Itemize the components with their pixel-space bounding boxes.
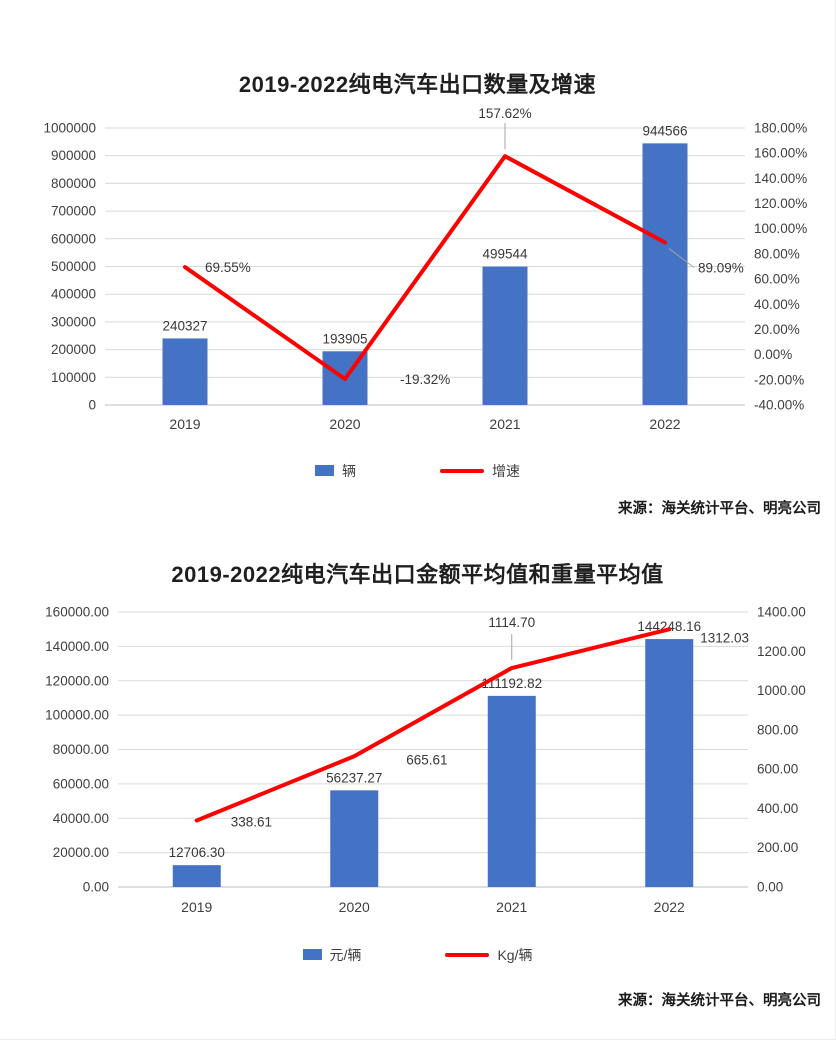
legend-item-price: 元/辆: [302, 945, 362, 965]
legend-averages: 元/辆 Kg/辆: [0, 946, 835, 963]
left-axis-tick: 160000.00: [45, 605, 109, 620]
line-value-label: 89.09%: [698, 260, 744, 275]
left-axis-tick: 140000.00: [45, 639, 109, 654]
x-axis-label: 2021: [496, 899, 527, 915]
line-value-label: 69.55%: [205, 260, 251, 275]
line-value-label: 1312.03: [700, 630, 749, 645]
right-axis-tick: 400.00: [757, 801, 798, 816]
bar-2021: [482, 266, 528, 405]
bar-value-label: 944566: [642, 123, 687, 138]
left-axis-tick: 20000.00: [53, 845, 109, 860]
right-axis-tick: -20.00%: [754, 372, 804, 387]
x-axis-label: 2021: [489, 416, 520, 432]
bar-value-label: 12706.30: [169, 845, 225, 860]
line-value-label: 157.62%: [478, 106, 531, 121]
bar-value-label: 193905: [322, 331, 367, 346]
x-axis-label: 2022: [649, 416, 680, 432]
right-axis-tick: 120.00%: [754, 196, 807, 211]
right-axis-tick: 1400.00: [757, 605, 806, 620]
left-axis-tick: 300000: [51, 314, 96, 329]
label-leader-line: [668, 248, 695, 268]
left-axis-tick: 100000: [51, 370, 96, 385]
left-axis-tick: 100000.00: [45, 708, 109, 723]
right-axis-tick: 80.00%: [754, 246, 800, 261]
left-axis-tick: 0.00: [83, 880, 109, 895]
line-series-swatch-icon: [445, 952, 490, 957]
left-axis-tick: 600000: [51, 231, 96, 246]
left-axis-tick: 60000.00: [53, 776, 109, 791]
bar-value-label: 499544: [482, 247, 528, 262]
left-axis-tick: 40000.00: [53, 811, 109, 826]
bar-2021: [487, 695, 536, 887]
bar-series-swatch-icon: [315, 465, 334, 476]
source-note-2: 来源：海关统计平台、明亮公司: [618, 993, 821, 1009]
left-axis-tick: 80000.00: [53, 742, 109, 757]
line-value-label: 665.61: [406, 752, 447, 767]
legend-label-price: 元/辆: [329, 946, 362, 963]
chart-export-volume-block: 2019-2022纯电汽车出口数量及增速 1000000 900000 800000…: [0, 72, 835, 518]
legend-item-units: 辆: [315, 461, 356, 481]
chart-averages-block: 2019-2022纯电汽车出口金额平均值和重量平均值 160000.00 1400…: [0, 562, 835, 1010]
bar-2019: [162, 338, 208, 405]
line-value-label: -19.32%: [400, 372, 450, 387]
legend-item-weight: Kg/辆: [445, 945, 532, 965]
right-axis-tick: 180.00%: [754, 121, 807, 136]
left-axis-tick: 500000: [51, 259, 96, 274]
line-series: [183, 154, 667, 381]
left-axis-tick: 700000: [51, 204, 96, 219]
right-axis-tick: 200.00: [757, 840, 798, 855]
right-axis-tick: -40.00%: [754, 398, 804, 413]
bar-2022: [645, 639, 694, 887]
bar-2022: [642, 143, 688, 405]
right-axis-tick: 100.00%: [754, 221, 807, 236]
line-value-label: 1114.70: [488, 615, 535, 630]
chart-title-averages: 2019-2022纯电汽车出口金额平均值和重量平均值: [171, 562, 664, 587]
left-axis-tick: 0: [88, 398, 96, 413]
right-axis-tick: 60.00%: [754, 272, 800, 287]
legend-label-growth: 增速: [492, 462, 520, 479]
x-axis-label: 2020: [329, 416, 360, 432]
right-axis-tick: 140.00%: [754, 171, 807, 186]
legend-label-weight: Kg/辆: [497, 946, 533, 963]
averages-chart: 160000.00 140000.00 120000.00 100000.00 8000…: [45, 605, 806, 916]
right-axis-tick: 600.00: [757, 762, 798, 777]
bar-value-label: 144248.16: [637, 619, 701, 634]
line-series: [194, 627, 672, 823]
x-axis-label: 2020: [339, 899, 370, 915]
left-axis-tick: 800000: [51, 176, 96, 191]
right-axis-tick: 0.00: [757, 880, 783, 895]
legend-item-growth: 增速: [440, 461, 520, 481]
x-axis-label: 2019: [169, 416, 200, 432]
x-axis-label: 2022: [654, 899, 685, 915]
left-axis-tick: 1000000: [43, 121, 96, 136]
x-axis-label: 2019: [181, 899, 212, 915]
right-axis-tick: 20.00%: [754, 322, 800, 337]
line-value-label: 338.61: [231, 814, 272, 829]
line-series-swatch-icon: [440, 468, 484, 473]
bar-series-swatch-icon: [302, 949, 322, 960]
legend-export-volume: 辆 增速: [0, 462, 835, 479]
bar-value-label: 111192.82: [481, 676, 542, 691]
bar-2020: [330, 790, 379, 887]
source-note-1: 来源：海关统计平台、明亮公司: [618, 501, 821, 517]
bar-value-label: 240327: [162, 318, 207, 333]
chart-title-export-volume: 2019-2022纯电汽车出口数量及增速: [238, 72, 597, 97]
left-axis-tick: 120000.00: [45, 673, 109, 688]
right-axis-tick: 800.00: [757, 722, 798, 737]
right-axis-tick: 160.00%: [754, 146, 807, 161]
left-axis-tick: 400000: [51, 287, 96, 302]
left-axis-tick: 900000: [51, 148, 96, 163]
right-axis-tick: 1200.00: [757, 644, 806, 659]
export-volume-chart: 1000000900000800000700000600000500000400…: [43, 106, 807, 432]
right-axis-tick: 1000.00: [757, 683, 806, 698]
right-axis-tick: 0.00%: [754, 347, 792, 362]
legend-label-units: 辆: [342, 462, 356, 479]
left-axis-tick: 200000: [51, 342, 96, 357]
right-axis-tick: 40.00%: [754, 297, 800, 312]
bar-value-label: 56237.27: [326, 770, 382, 785]
bar-2019: [172, 865, 221, 887]
